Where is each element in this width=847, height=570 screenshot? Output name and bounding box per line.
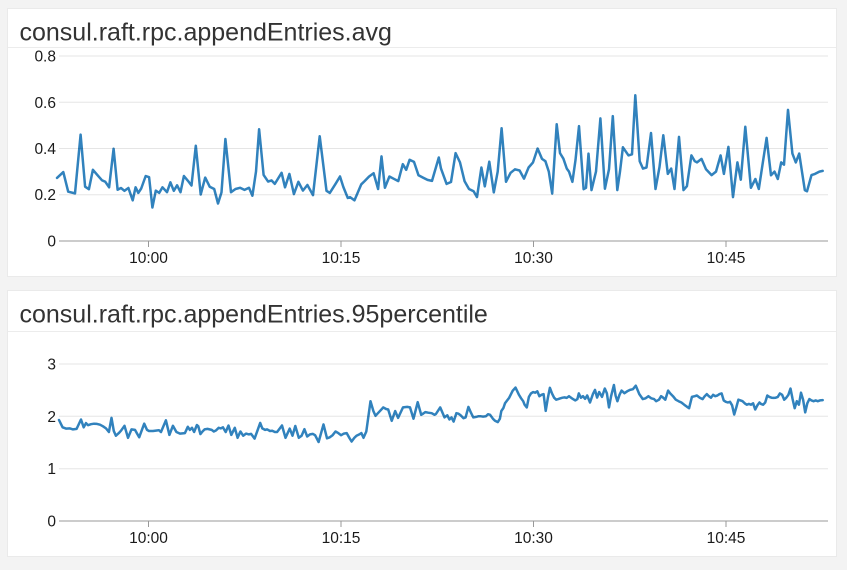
svg-text:10:00: 10:00: [129, 250, 168, 267]
svg-text:10:45: 10:45: [707, 530, 746, 547]
svg-text:10:30: 10:30: [514, 530, 553, 547]
svg-text:0.4: 0.4: [34, 141, 56, 158]
svg-text:10:00: 10:00: [129, 530, 168, 547]
svg-text:3: 3: [47, 357, 56, 374]
svg-text:10:15: 10:15: [322, 250, 361, 267]
svg-text:0: 0: [47, 514, 56, 531]
svg-text:consul.raft.rpc.appendEntries.: consul.raft.rpc.appendEntries.95percenti…: [20, 300, 488, 328]
svg-text:10:15: 10:15: [322, 530, 361, 547]
svg-text:0.2: 0.2: [34, 187, 56, 204]
svg-text:consul.raft.rpc.appendEntries.: consul.raft.rpc.appendEntries.avg: [20, 19, 392, 47]
svg-text:1: 1: [47, 461, 56, 478]
svg-text:10:45: 10:45: [707, 250, 746, 267]
svg-text:2: 2: [47, 409, 56, 426]
svg-text:0: 0: [47, 234, 56, 251]
svg-text:0.6: 0.6: [34, 95, 56, 112]
svg-text:0.8: 0.8: [34, 49, 56, 66]
svg-text:10:30: 10:30: [514, 250, 553, 267]
